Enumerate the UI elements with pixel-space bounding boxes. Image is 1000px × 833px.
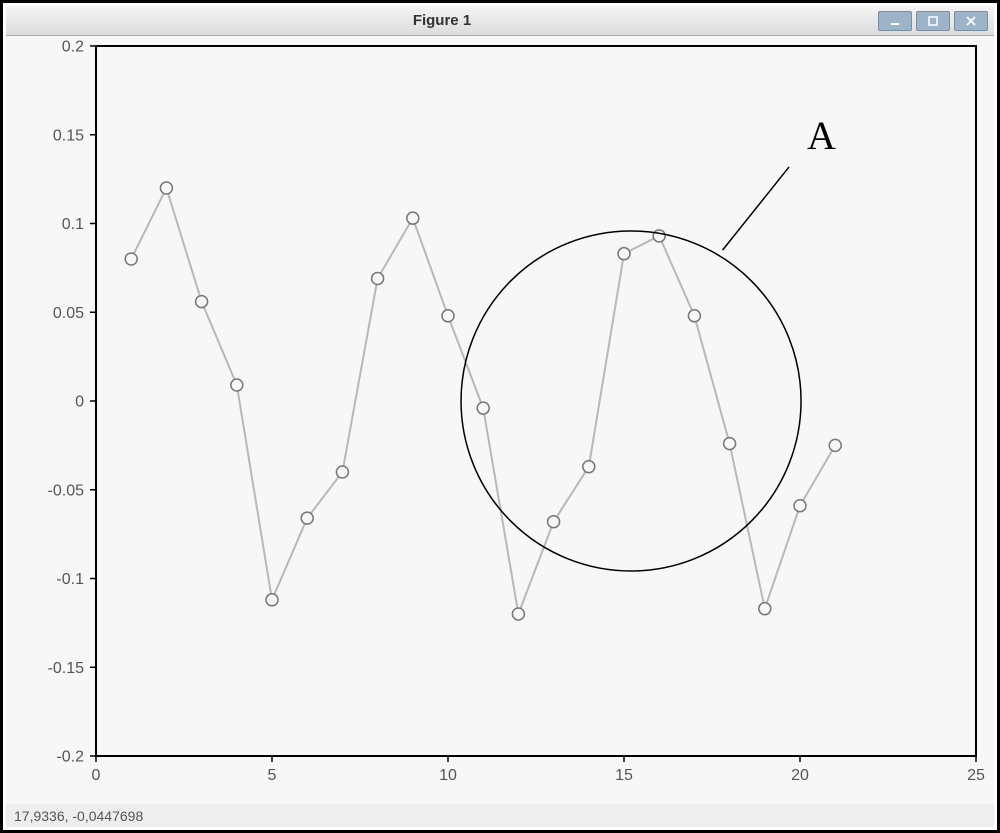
svg-text:0.15: 0.15 [53, 127, 84, 144]
titlebar: Figure 1 [6, 6, 994, 36]
maximize-button[interactable] [916, 11, 950, 31]
svg-text:-0.15: -0.15 [48, 660, 85, 677]
svg-text:-0.1: -0.1 [56, 571, 84, 588]
svg-text:20: 20 [791, 767, 809, 784]
close-icon [965, 15, 977, 27]
svg-text:0: 0 [92, 767, 101, 784]
svg-text:A: A [807, 113, 836, 158]
svg-text:10: 10 [439, 767, 457, 784]
svg-text:0.2: 0.2 [62, 39, 84, 56]
svg-text:15: 15 [615, 767, 633, 784]
svg-text:5: 5 [268, 767, 277, 784]
svg-text:0.05: 0.05 [53, 305, 84, 322]
plot-canvas: 0 5 10 15 20 25 -0.2 -0.15 -0.1 -0.05 0 0.05 0.1 0.15… [6, 36, 994, 804]
minimize-button[interactable] [878, 11, 912, 31]
svg-text:0: 0 [75, 394, 84, 411]
window-title: Figure 1 [6, 12, 878, 29]
svg-text:-0.2: -0.2 [56, 749, 84, 766]
status-bar: 17,9336, -0,0447698 [6, 803, 994, 827]
figure-area[interactable]: 0 5 10 15 20 25 -0.2 -0.15 -0.1 -0.05 0 0.05 0.1 0.15… [6, 36, 994, 803]
close-button[interactable] [954, 11, 988, 31]
maximize-icon [927, 15, 939, 27]
svg-text:-0.05: -0.05 [48, 482, 85, 499]
window-controls [878, 11, 994, 31]
minimize-icon [889, 15, 901, 27]
figure-window: Figure 1 0 5 10 15 20 25 -0.2 -0.15 -0.1 -0.05 0 0.… [6, 6, 994, 827]
svg-text:0.1: 0.1 [62, 216, 84, 233]
svg-text:25: 25 [967, 767, 985, 784]
status-coords: 17,9336, -0,0447698 [14, 808, 143, 824]
